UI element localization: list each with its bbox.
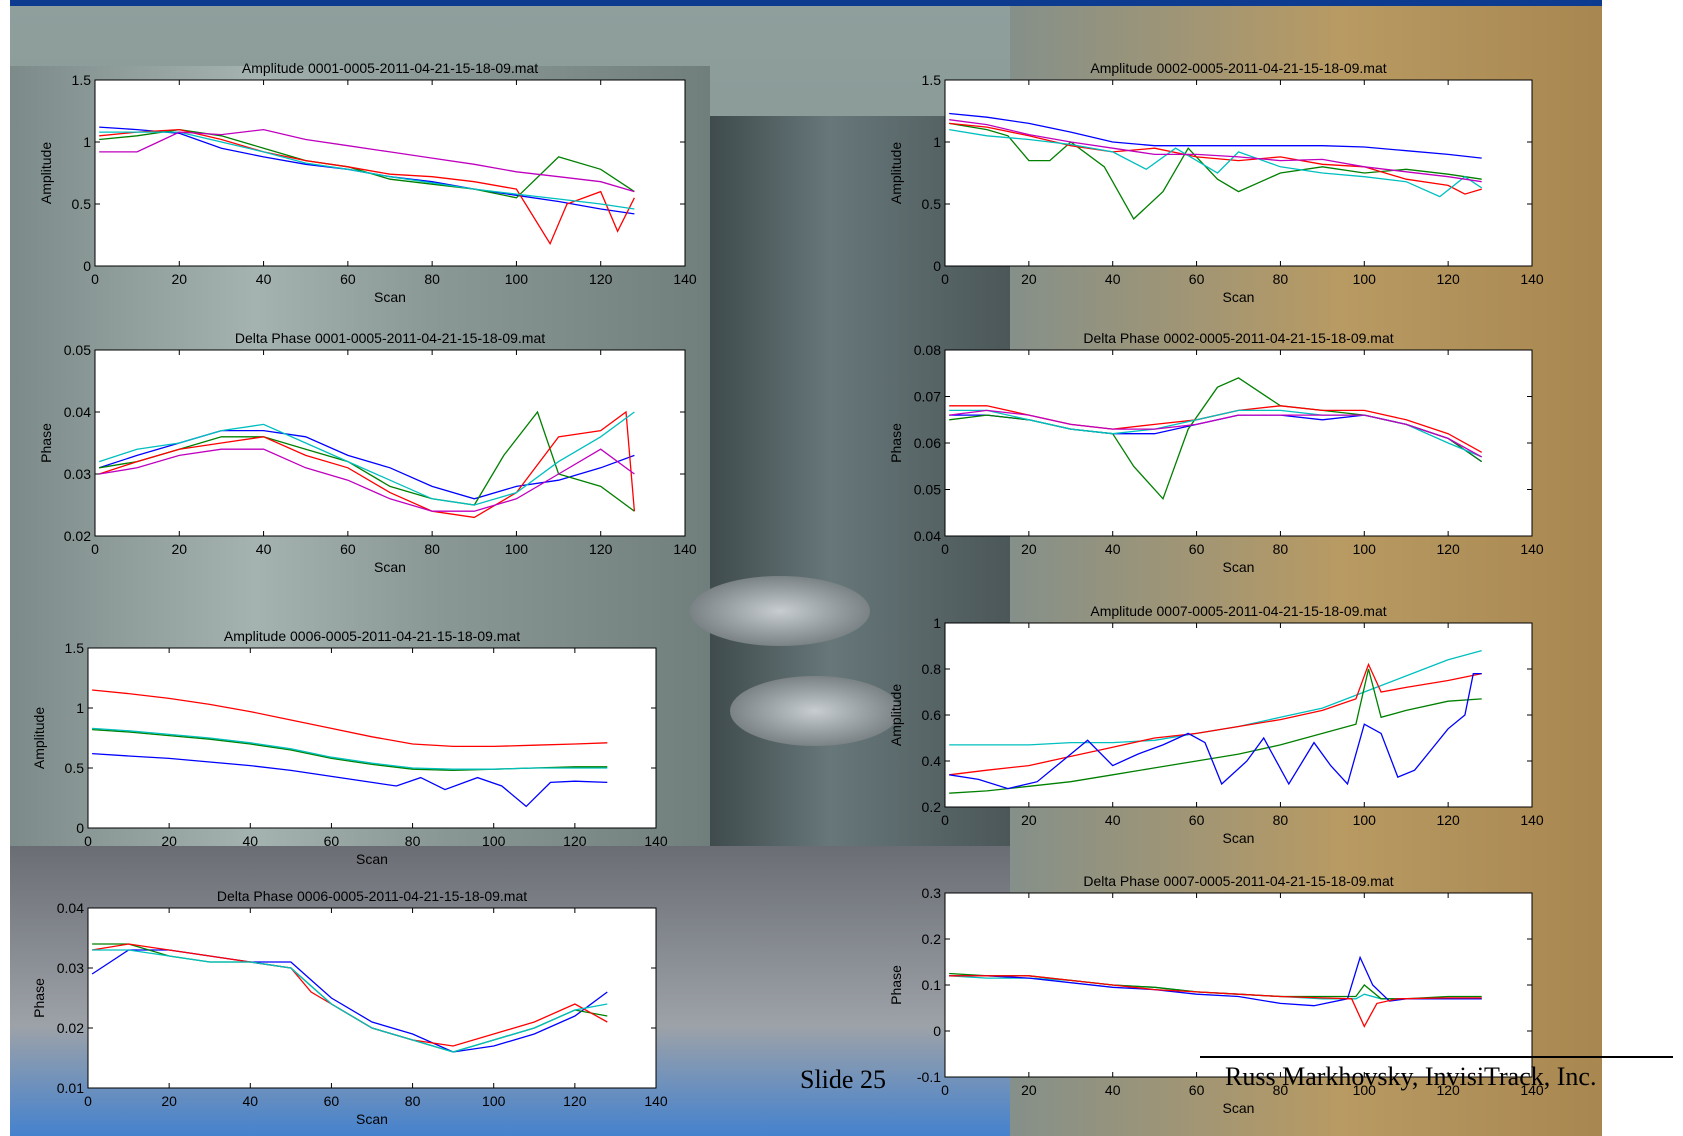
author-credit: Russ Markhovsky, InvisiTrack, Inc. xyxy=(1225,1062,1597,1091)
hallway-photo xyxy=(10,6,1602,1136)
slide-number: Slide 25 xyxy=(800,1065,886,1094)
water-fountain-lower xyxy=(730,676,900,746)
back-wall xyxy=(1010,6,1602,1136)
slide-title-strip xyxy=(10,0,1602,6)
water-fountain-upper xyxy=(690,576,870,646)
elevator-wall xyxy=(10,66,710,846)
footer-rule xyxy=(1200,1056,1673,1058)
